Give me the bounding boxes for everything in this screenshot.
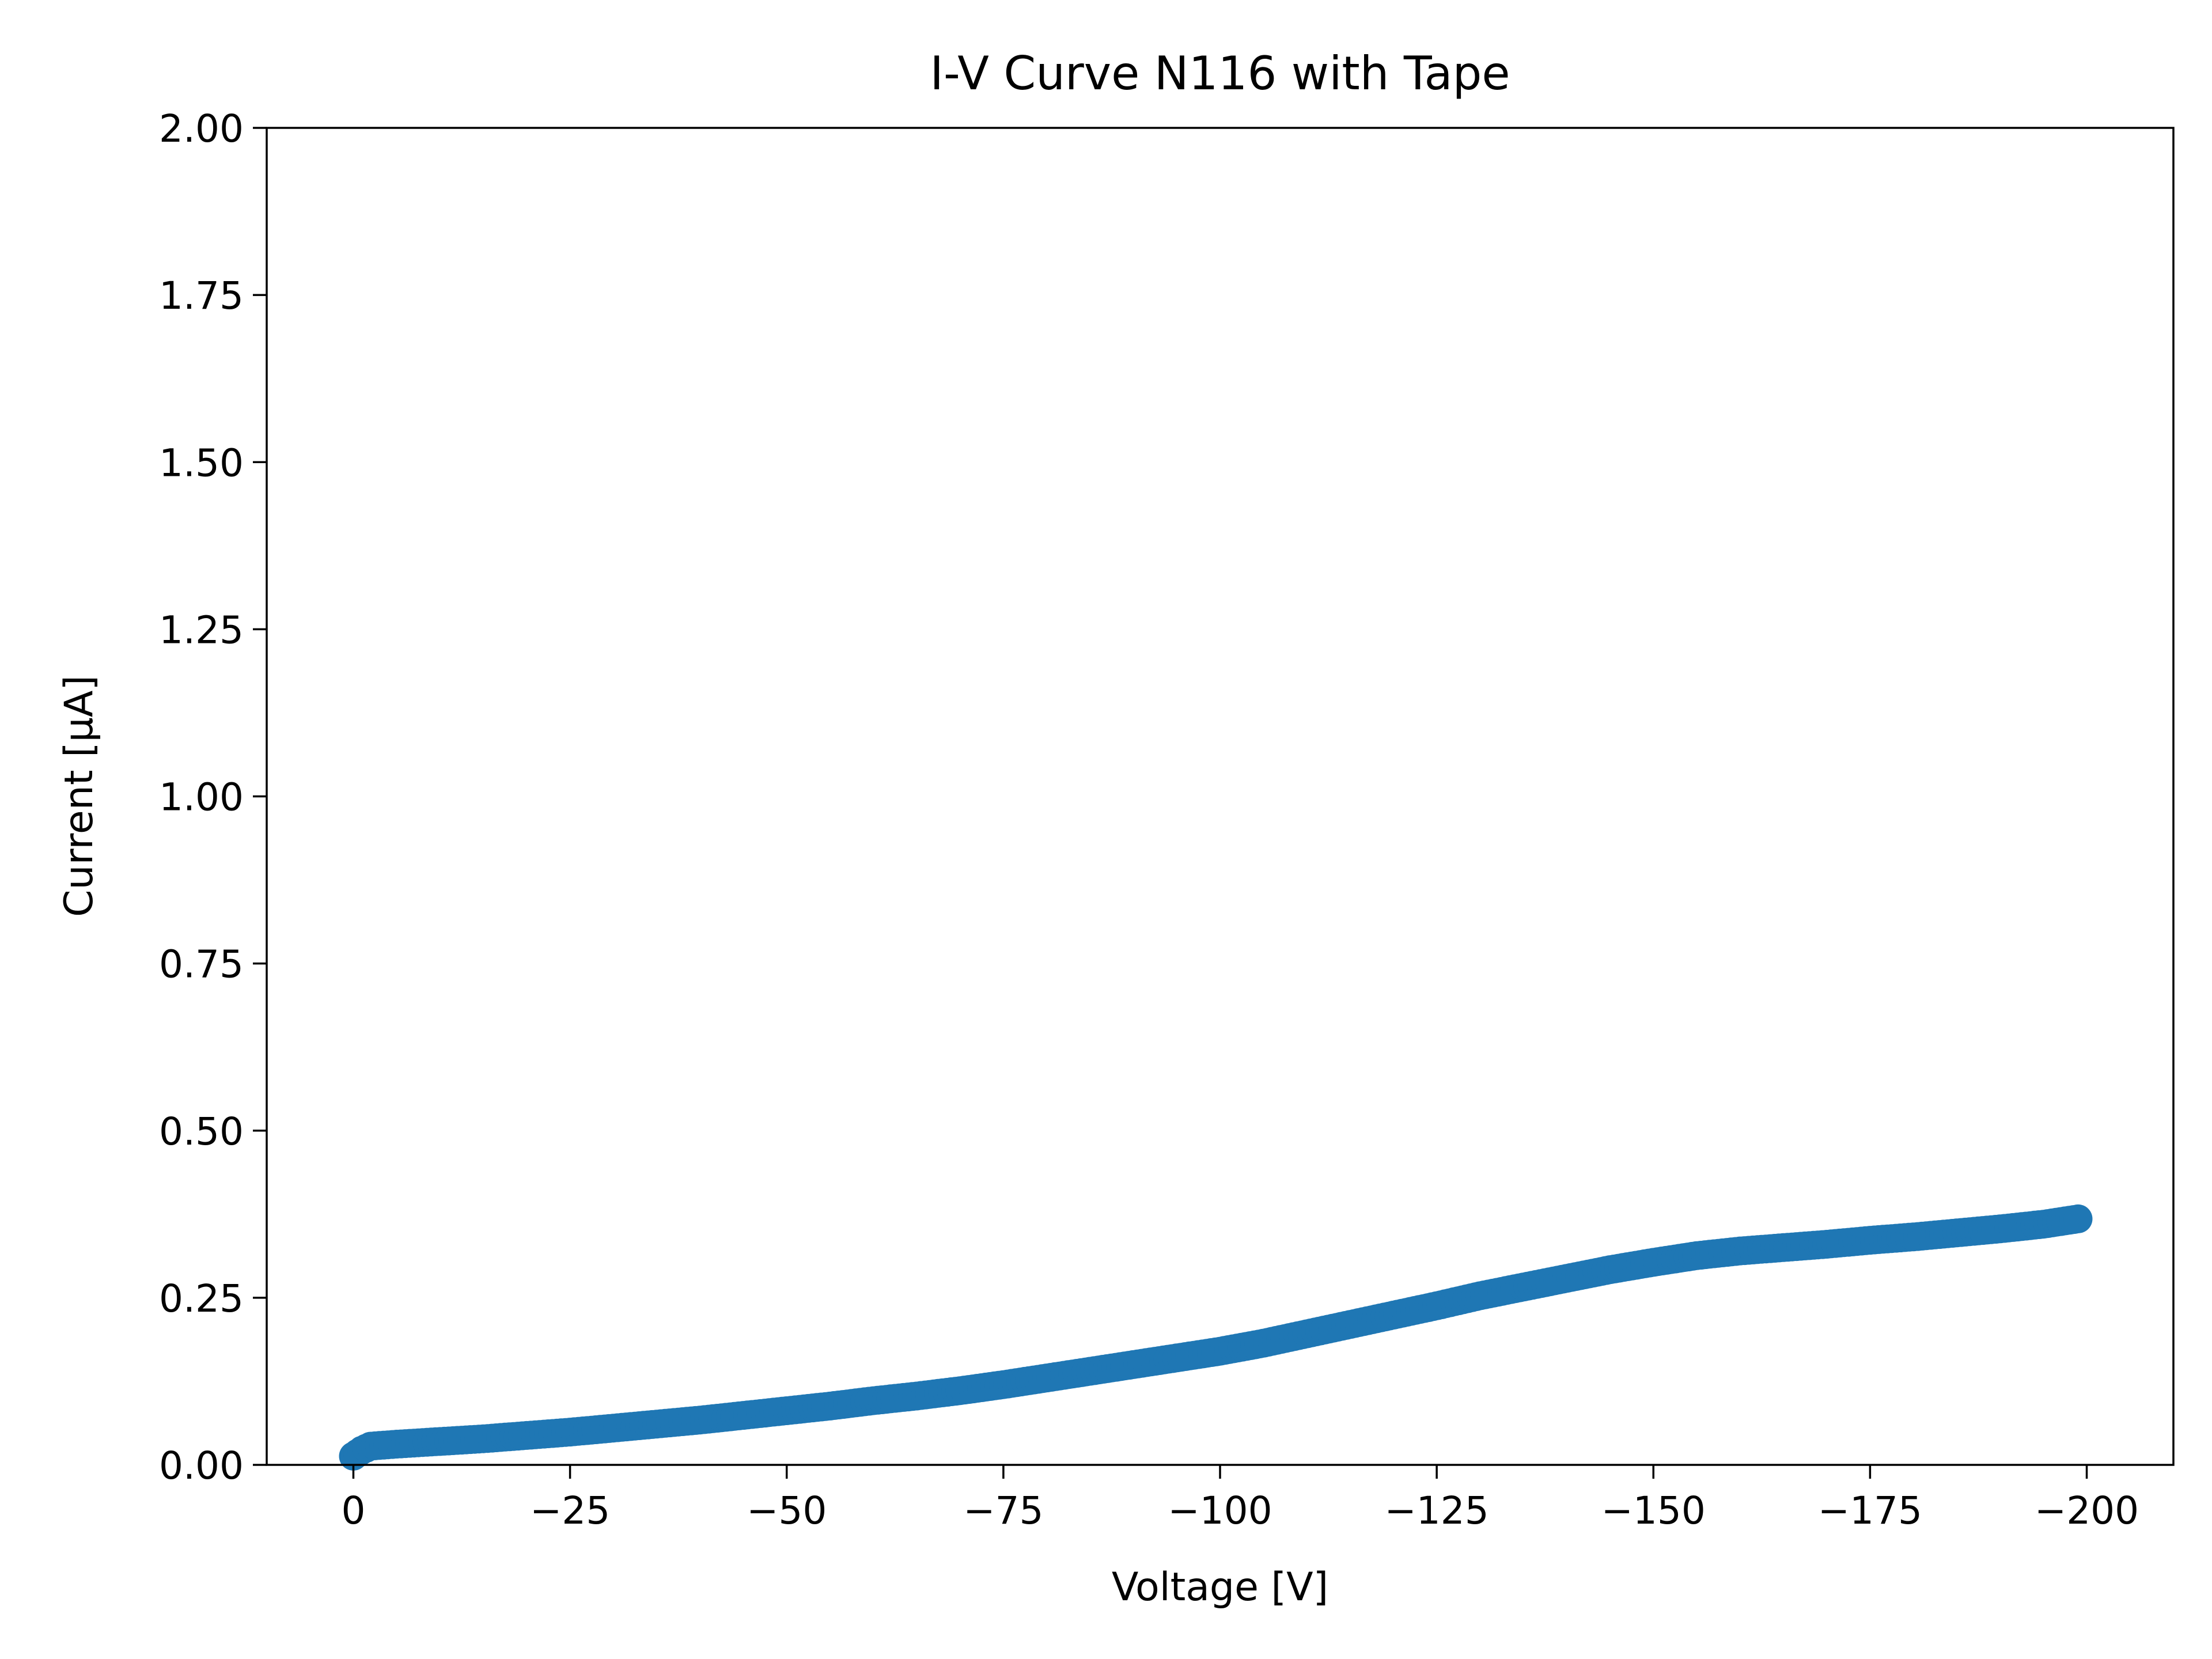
y-axis-label: Current [μA] [56,675,102,917]
chart-title: I-V Curve N116 with Tape [930,47,1510,100]
y-tick-label: 1.75 [159,274,244,318]
y-axis-ticks: 0.00 0.25 0.50 0.75 1.00 1.25 1.50 1.75 2.00 [159,107,267,1488]
x-tick-label: −25 [530,1488,610,1533]
x-tick-label: −175 [1818,1488,1922,1533]
x-tick-label: −200 [2035,1488,2139,1533]
y-tick-label: 2.00 [159,107,244,151]
y-tick-label: 0.00 [159,1444,244,1488]
y-tick-label: 1.25 [159,608,244,652]
data-points [339,1204,2093,1471]
x-tick-label: −50 [747,1488,827,1533]
y-tick-label: 1.50 [159,441,244,485]
x-axis-label: Voltage [V] [1112,1565,1328,1610]
data-point-398 [2063,1204,2093,1233]
x-axis-ticks: 0 −25 −50 −75 −100 −125 −150 −175 −200 [341,1465,2139,1533]
x-tick-label: −150 [1601,1488,1706,1533]
y-tick-label: 0.50 [159,1109,244,1154]
x-tick-label: 0 [341,1488,365,1533]
x-tick-label: −125 [1384,1488,1488,1533]
x-tick-label: −100 [1168,1488,1272,1533]
x-tick-label: −75 [963,1488,1043,1533]
y-tick-label: 1.00 [159,775,244,820]
y-tick-label: 0.25 [159,1277,244,1321]
y-tick-label: 0.75 [159,942,244,987]
